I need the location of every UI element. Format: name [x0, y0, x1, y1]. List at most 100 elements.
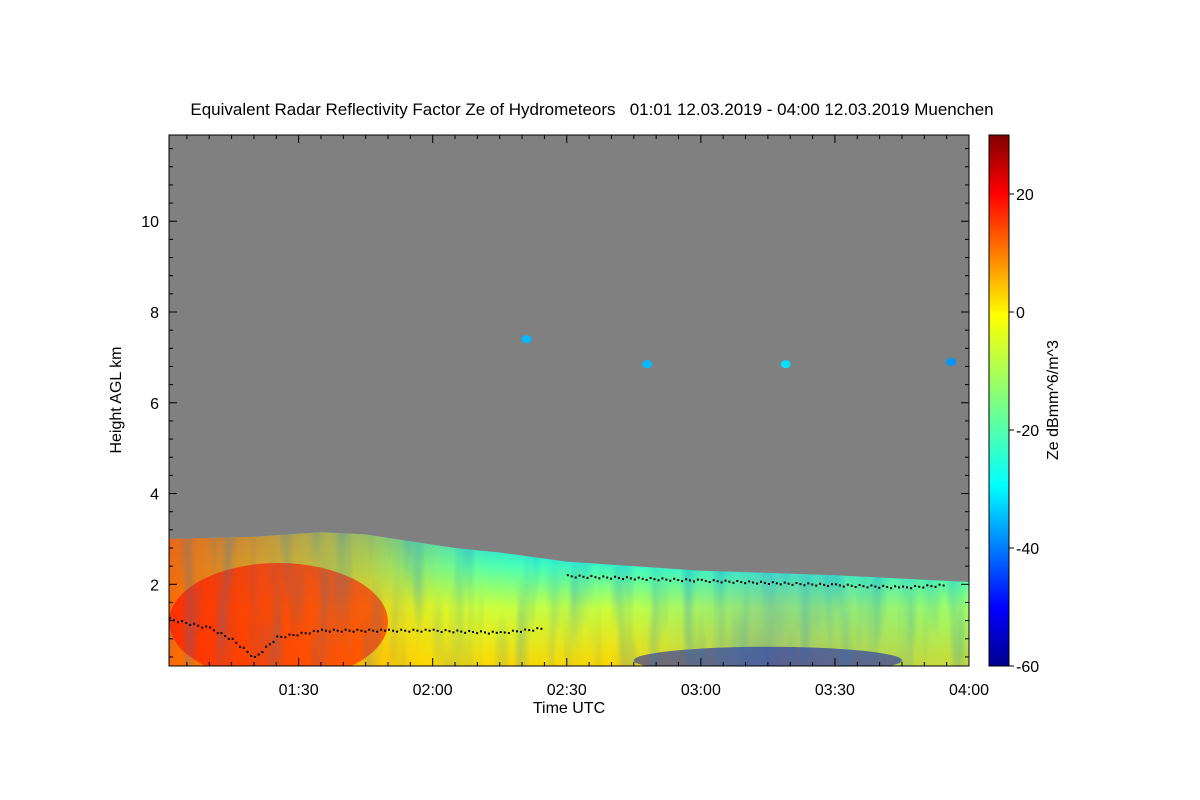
- cloud-base-dot: [364, 630, 367, 633]
- cloud-base-dot: [890, 587, 893, 590]
- cloud-base-dot: [460, 630, 463, 633]
- x-tick-label: 04:00: [949, 682, 989, 699]
- cloud-base-dot: [744, 582, 747, 585]
- cloud-base-dot: [819, 582, 822, 585]
- cloud-base-dot: [257, 653, 260, 656]
- cloud-base-dot: [689, 579, 691, 582]
- cloud-base-dot: [673, 577, 676, 580]
- cloud-base-dot: [476, 632, 479, 635]
- isolated-echo: [780, 360, 791, 369]
- cloud-base-dot: [803, 584, 806, 587]
- cloud-base-dot: [452, 631, 455, 634]
- cloud-base-dot: [239, 645, 241, 648]
- cloud-base-dot: [468, 629, 471, 632]
- cloud-base-dot: [914, 585, 917, 587]
- cloud-base-dot: [536, 627, 539, 630]
- cloud-base-dot: [918, 585, 921, 588]
- cloud-base-dot: [724, 579, 727, 582]
- cloud-base-dot: [740, 581, 743, 584]
- cloud-base-dot: [834, 583, 837, 586]
- cloud-base-dot: [499, 631, 502, 633]
- cloud-base-dot: [181, 620, 184, 623]
- cloud-base-dot: [272, 640, 275, 643]
- cloud-base-dot: [922, 586, 925, 589]
- cloud-base-dot: [528, 629, 531, 632]
- cloud-base-dot: [685, 578, 688, 581]
- cloud-base-dot: [312, 629, 315, 632]
- cloud-base-dot: [657, 579, 660, 582]
- cloud-base-dot: [242, 646, 245, 649]
- cloud-base-dot: [495, 631, 498, 634]
- cloud-base-dot: [480, 630, 482, 633]
- cloud-base-dot: [296, 634, 299, 637]
- cloud-base-dot: [874, 585, 877, 588]
- cloud-base-dot: [582, 575, 585, 578]
- cloud-base-dot: [693, 580, 695, 583]
- y-tick-label: 6: [150, 396, 159, 413]
- cloud-base-dot: [380, 628, 383, 631]
- cloud-base-dot: [610, 577, 613, 580]
- cloud-base-dot: [704, 579, 707, 582]
- cloud-base-dot: [760, 580, 762, 583]
- cloud-base-dot: [665, 578, 668, 581]
- cloud-base-dot: [926, 584, 929, 587]
- cloud-base-dot: [261, 651, 264, 654]
- cloud-base-dot: [487, 632, 490, 635]
- cloud-base-dot: [332, 628, 335, 631]
- cloud-base-dot: [336, 629, 339, 632]
- cloud-base-dot: [209, 626, 212, 629]
- cloud-base-dot: [902, 585, 904, 588]
- cloud-base-dot: [436, 629, 439, 632]
- cloud-base-dot: [400, 628, 403, 631]
- y-tick-label: 4: [150, 487, 159, 504]
- cloud-base-dot: [669, 579, 672, 582]
- cloud-base-dot: [712, 579, 715, 582]
- colorbar-tick-label: 0: [1016, 305, 1025, 322]
- cloud-base-dot: [732, 581, 735, 584]
- cloud-base-dot: [614, 575, 617, 578]
- cloud-base-dot: [910, 587, 913, 590]
- cloud-base-dot: [622, 578, 624, 581]
- cloud-base-dot: [428, 629, 431, 632]
- cloud-base-dot: [340, 630, 343, 633]
- cloud-base-dot: [396, 630, 399, 633]
- y-tick-label: 10: [141, 214, 159, 231]
- cloud-base-dot: [696, 578, 699, 581]
- cloud-base-dot: [328, 630, 331, 633]
- cloud-base-dot: [763, 581, 766, 584]
- cloud-base-dot: [716, 580, 719, 583]
- cloud-base-dot: [898, 586, 900, 589]
- cloud-base-dot: [842, 585, 845, 588]
- cloud-base-dot: [827, 585, 829, 587]
- cloud-base-dot: [292, 634, 295, 636]
- cloud-base-dot: [356, 628, 359, 631]
- cloud-base-dot: [304, 632, 307, 635]
- cloud-base-dot: [212, 629, 215, 632]
- cloud-base-dot: [594, 576, 597, 579]
- cloud-base-dot: [823, 583, 826, 586]
- cloud-base-dot: [444, 629, 447, 632]
- cloud-base-dot: [520, 630, 522, 633]
- cloud-base-dot: [511, 629, 514, 632]
- colorbar-tick-label: -20: [1016, 423, 1039, 440]
- cloud-base-dot: [540, 627, 543, 630]
- cloud-base-dot: [641, 577, 644, 580]
- cloud-base-dot: [484, 631, 486, 634]
- cloud-base-dot: [645, 578, 648, 581]
- y-tick-label: 8: [150, 305, 159, 322]
- cloud-base-dot: [288, 633, 291, 636]
- cloud-base-dot: [938, 583, 941, 586]
- cloud-base-dot: [408, 630, 411, 633]
- cloud-base-dot: [838, 584, 841, 587]
- cloud-base-dot: [360, 629, 363, 632]
- cloud-base-dot: [388, 628, 390, 631]
- isolated-echo: [521, 335, 532, 344]
- plot-frame: [168, 134, 970, 667]
- cloud-base-dot: [815, 584, 818, 587]
- y-tick-label: 2: [150, 577, 159, 594]
- cloud-base-dot: [653, 578, 656, 581]
- cloud-base-dot: [566, 574, 569, 577]
- cloud-base-dot: [775, 582, 778, 585]
- cloud-base-dot: [807, 582, 810, 585]
- cloud-base-dot: [858, 584, 861, 587]
